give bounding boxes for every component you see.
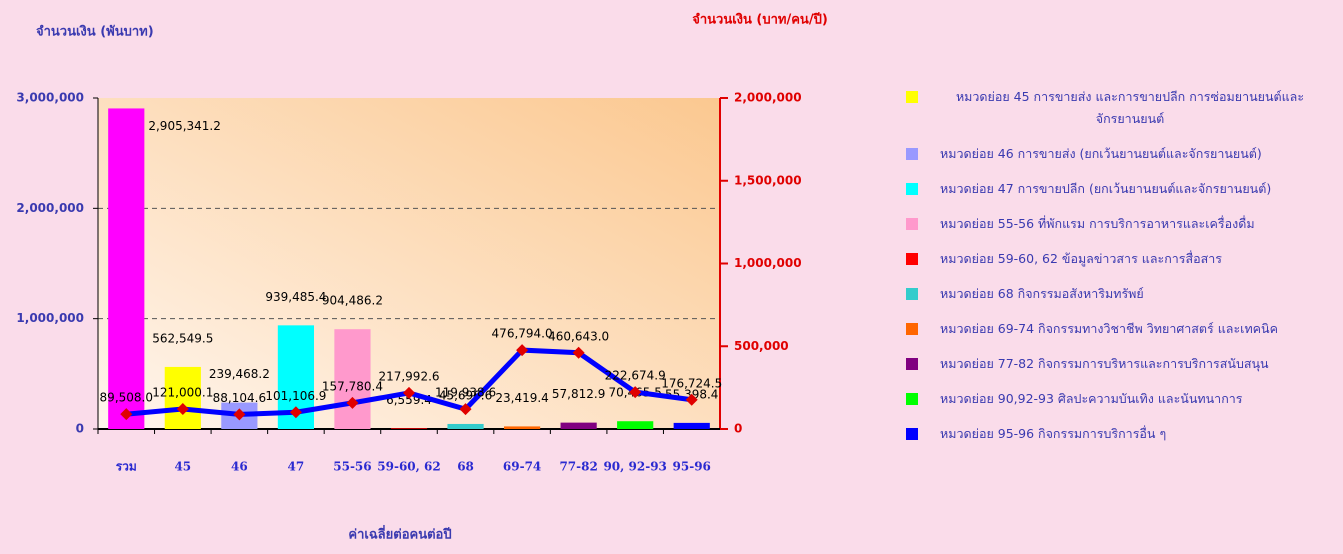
bar [164,366,201,429]
y-tick-label: 1,000,000 [16,311,84,325]
line-value-label: 101,106.9 [265,389,326,403]
legend-swatch [906,393,918,405]
x-tick-label: 55-56 [333,460,371,474]
x-tick-label: 46 [231,460,248,474]
legend-item: หมวดย่อย 47 การขายปลีก (ยกเว้นยานยนต์และ… [906,178,1336,200]
y2-tick-label: 2,000,000 [734,91,802,105]
legend-label: หมวดย่อย 90,92-93 ศิลปะความบันเทิง และนั… [940,391,1243,406]
legend-item: หมวดย่อย 69-74 กิจกรรมทางวิชาชีพ วิทยาศา… [906,318,1336,340]
legend-swatch [906,218,918,230]
legend-item: หมวดย่อย 46 การขายส่ง (ยกเว้นยานยนต์และจ… [906,143,1336,165]
legend-swatch [906,428,918,440]
legend-label: หมวดย่อย 45 การขายส่ง และการขายปลีก การซ… [955,89,1305,126]
line-value-label: 119,938.6 [435,386,496,400]
line-marker [572,346,585,359]
legend-label: หมวดย่อย 47 การขายปลีก (ยกเว้นยานยนต์และ… [940,181,1272,196]
legend-label: หมวดย่อย 77-82 กิจกรรมการบริหารและการบริ… [940,356,1269,371]
legend-item: หมวดย่อย 90,92-93 ศิลปะความบันเทิง และนั… [906,388,1336,410]
bar [108,108,145,429]
line-value-label: 222,674.9 [605,369,666,383]
line-marker [289,406,302,419]
line-value-label: 176,724.5 [661,376,722,390]
bar-value-label: 562,549.5 [152,331,213,345]
bar-value-label: 2,905,341.2 [148,119,221,133]
chart: จำนวนเงิน (พันบาท) จำนวนเงิน (บาท/คน/ปี)… [16,12,828,543]
line-marker [176,402,189,415]
bar-value-label: 904,486.2 [322,294,383,308]
bar [334,329,371,429]
line-marker [685,393,698,406]
y2-tick-label: 0 [734,422,742,436]
legend-item: หมวดย่อย 95-96 กิจกรรมการบริการอื่น ๆ [906,423,1336,445]
y2-tick-label: 1,500,000 [734,173,802,187]
bar-value-label: 57,812.9 [552,387,605,401]
x-tick-label: 69-74 [503,460,541,474]
line-marker [459,403,472,416]
bar-value-label: 239,468.2 [209,367,270,381]
legend-swatch [906,183,918,195]
x-tick-label: รวม [116,460,137,474]
y2-tick-label: 1,000,000 [734,256,802,270]
line-marker [403,386,415,399]
line-value-label: 217,992.6 [378,369,439,383]
bar [503,426,541,429]
x-tick-label: 68 [457,460,474,474]
bar [447,423,484,429]
line-marker [629,386,642,399]
y-tick-label: 0 [76,422,84,436]
line-value-label: 88,104.6 [213,391,266,405]
legend-label: หมวดย่อย 59-60, 62 ข้อมูลข่าวสาร และการส… [940,251,1222,266]
bar [673,422,710,429]
legend-item: หมวดย่อย 68 กิจกรรมอสังหาริมทรัพย์ [906,283,1336,305]
legend-label: หมวดย่อย 68 กิจกรรมอสังหาริมทรัพย์ [940,286,1144,301]
plot-area [98,98,720,429]
line-marker [233,408,246,421]
y-tick-label: 3,000,000 [16,91,84,105]
legend-item: หมวดย่อย 59-60, 62 ข้อมูลข่าวสาร และการส… [906,248,1336,270]
line-marker [120,408,133,421]
x-tick-label: 47 [288,460,305,474]
line-value-label: 460,643.0 [548,329,609,343]
line-value-label: 476,794.0 [492,327,553,341]
right-axis-title: จำนวนเงิน (บาท/คน/ปี) [692,12,828,28]
legend-swatch [906,148,918,160]
line-marker [346,396,359,409]
y-tick-label: 2,000,000 [16,201,84,215]
legend-item: หมวดย่อย 77-82 กิจกรรมการบริหารและการบริ… [906,353,1336,375]
legend-label: หมวดย่อย 95-96 กิจกรรมการบริการอื่น ๆ [940,426,1167,441]
legend-item: หมวดย่อย 45 การขายส่ง และการขายปลีก การซ… [906,86,1336,130]
line-value-label: 157,780.4 [322,379,383,393]
legend-label: หมวดย่อย 69-74 กิจกรรมทางวิชาชีพ วิทยาศา… [940,321,1278,336]
x-tick-label: 95-96 [673,460,711,474]
legend-swatch [906,358,918,370]
legend: หมวดย่อย 45 การขายส่ง และการขายปลีก การซ… [906,86,1336,458]
x-axis-title: ค่าเฉลี่ยต่อคนต่อปี [348,525,451,543]
line-value-label: 121,000.1 [152,385,213,399]
legend-label: หมวดย่อย 46 การขายส่ง (ยกเว้นยานยนต์และจ… [940,146,1262,161]
bar-value-label: 939,485.4 [265,290,326,304]
legend-swatch [906,323,918,335]
legend-label: หมวดย่อย 55-56 ที่พักแรม การบริการอาหารแ… [940,216,1255,231]
y2-tick-label: 500,000 [734,339,789,353]
x-tick-label: 59-60, 62 [377,460,440,474]
bar [390,428,428,429]
x-tick-label: 77-82 [559,460,597,474]
line-marker [516,344,529,357]
x-tick-label: 90, 92-93 [603,460,666,474]
bar [560,422,597,429]
legend-swatch [906,253,918,265]
legend-swatch [906,91,918,103]
legend-item: หมวดย่อย 55-56 ที่พักแรม การบริการอาหารแ… [906,213,1336,235]
left-axis-title: จำนวนเงิน (พันบาท) [36,24,154,40]
bar-value-label: 23,419.4 [495,391,548,405]
bar [617,421,654,429]
legend-swatch [906,288,918,300]
x-tick-label: 45 [174,460,191,474]
line-value-label: 89,508.0 [100,391,153,405]
